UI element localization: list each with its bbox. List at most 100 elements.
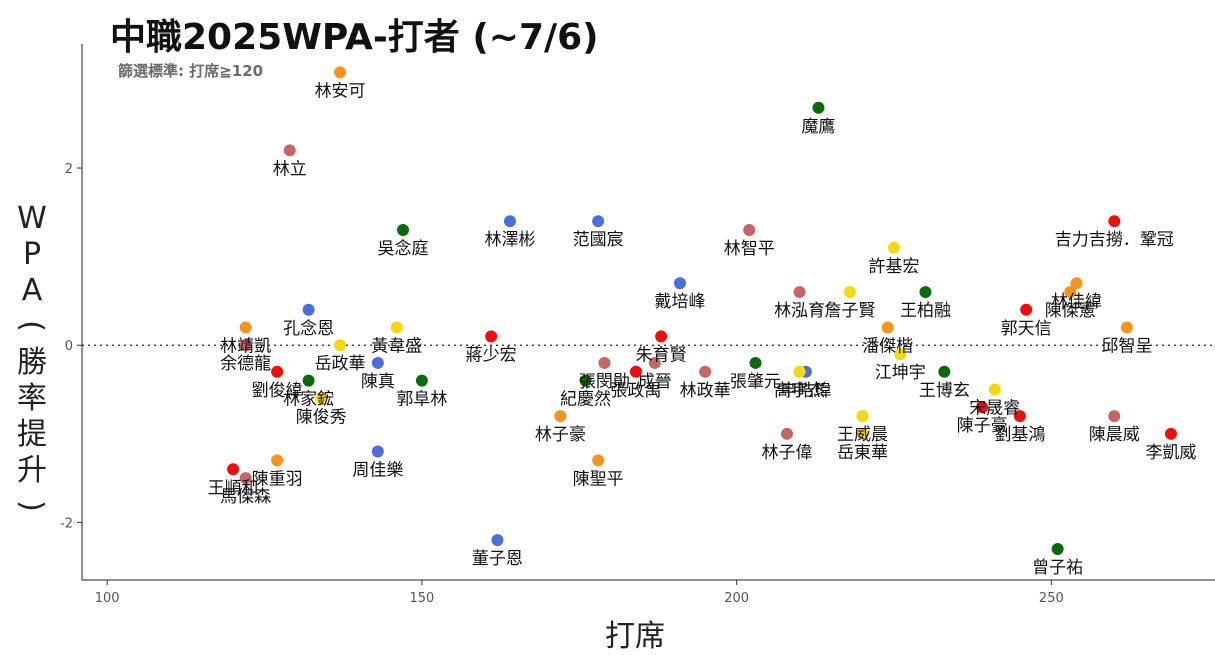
- data-point-label: 申皓瑋: [780, 381, 831, 401]
- data-point-label: 吉力吉撈．鞏冠: [1055, 230, 1174, 250]
- data-point: [491, 534, 504, 547]
- data-point-label: 王順和: [208, 478, 259, 498]
- data-point: [415, 374, 428, 387]
- y-axis-title-char: 勝: [17, 345, 47, 380]
- data-point-label: 許基宏: [868, 257, 919, 277]
- data-point: [592, 215, 605, 228]
- data-point-label: 宋晟睿: [969, 399, 1020, 419]
- y-tick-label: 2: [65, 162, 73, 177]
- data-point: [1164, 427, 1177, 440]
- data-point: [881, 321, 894, 334]
- data-point: [894, 348, 907, 361]
- data-point-label: 紀慶然: [560, 390, 611, 410]
- data-point-label: 黃韋盛: [371, 337, 422, 357]
- data-point-label: 范國宸: [573, 230, 624, 250]
- data-point: [1051, 542, 1064, 555]
- x-tick-label: 100: [95, 591, 120, 606]
- data-point: [887, 241, 900, 254]
- data-point-label: 陳俊秀: [296, 407, 347, 427]
- data-point: [554, 410, 567, 423]
- data-point-label: 高宇杰: [774, 381, 825, 401]
- data-point-label: 馬傑森: [220, 487, 271, 507]
- data-point: [1120, 321, 1133, 334]
- y-axis-title-char: 升: [17, 453, 47, 488]
- y-axis-title-char: 提: [17, 417, 47, 452]
- data-point-label: 林安可: [315, 81, 366, 101]
- data-point: [504, 215, 517, 228]
- x-tick-label: 150: [409, 591, 434, 606]
- data-point: [598, 356, 611, 369]
- chart-title: 中職2025WPA-打者 (~7/6): [110, 17, 599, 58]
- data-point: [302, 374, 315, 387]
- x-tick-label: 200: [724, 591, 749, 606]
- x-axis-title: 打席: [605, 619, 665, 654]
- data-point-label: 陳晨威: [1089, 425, 1140, 445]
- data-point: [239, 321, 252, 334]
- data-point-label: 林立: [273, 159, 307, 179]
- y-axis-title-char: P: [23, 237, 41, 272]
- data-point: [227, 463, 240, 476]
- data-point: [239, 472, 252, 485]
- y-tick-label: 0: [65, 339, 73, 354]
- data-point-label: 林子豪: [535, 424, 586, 445]
- y-axis-title-char: ): [14, 500, 49, 512]
- data-point: [938, 365, 951, 378]
- data-point: [673, 277, 686, 290]
- data-point-label: 郭天信: [1001, 319, 1052, 339]
- data-point-label: 戴培峰: [654, 292, 705, 312]
- data-point-label: 周佳樂: [352, 461, 403, 481]
- data-point-label: 郭阜林: [396, 390, 447, 410]
- y-axis-title-char: 率: [17, 381, 47, 416]
- data-point-label: 李凱威: [1145, 443, 1196, 463]
- data-point-label: 林靖凱: [220, 337, 271, 357]
- data-point: [812, 101, 825, 114]
- data-point-label: 陳子豪: [957, 415, 1008, 436]
- data-point: [1064, 286, 1077, 299]
- y-axis-title-char: W: [17, 201, 47, 236]
- data-point: [579, 374, 592, 387]
- data-point-label: 陳聖平: [573, 469, 624, 489]
- data-point-label: 張政禹: [610, 381, 661, 401]
- data-point: [743, 224, 756, 237]
- data-point-label: 劉俊緯: [252, 381, 303, 401]
- data-point: [976, 401, 989, 414]
- data-point: [302, 303, 315, 316]
- data-point: [1070, 277, 1083, 290]
- data-point: [648, 356, 661, 369]
- data-point: [283, 144, 296, 157]
- data-point-label: 張肇元: [730, 372, 781, 392]
- data-point-label: 蔣少宏: [466, 345, 517, 365]
- data-point: [397, 224, 410, 237]
- data-point: [592, 454, 605, 467]
- data-point-label: 陳真: [361, 372, 395, 392]
- data-point-label: 朱育賢: [636, 345, 687, 365]
- data-point: [1108, 410, 1121, 423]
- data-point-label: 孔念恩: [283, 318, 334, 339]
- data-point-label: 王博玄: [919, 381, 970, 401]
- data-point: [315, 392, 328, 405]
- data-point: [371, 445, 384, 458]
- data-point: [334, 66, 347, 79]
- data-point: [1108, 215, 1121, 228]
- data-point-label: 曾子祐: [1032, 558, 1083, 578]
- data-point-label: 岳東華: [837, 443, 888, 463]
- data-point-label: 林家鋐: [283, 390, 334, 410]
- data-point-label: 王柏融: [900, 301, 951, 321]
- data-point-label: 詹子賢: [824, 301, 875, 321]
- data-point-label: 林澤彬: [485, 230, 536, 250]
- data-point: [856, 427, 869, 440]
- data-point-label: 陳重羽: [252, 469, 303, 489]
- data-point-label: 吳念庭: [378, 238, 429, 259]
- data-point: [988, 383, 1001, 396]
- data-point: [780, 427, 793, 440]
- data-point-label: 魔鷹: [801, 116, 835, 137]
- chart-subtitle: 篩選標準: 打席≧120: [118, 62, 264, 80]
- data-point: [843, 286, 856, 299]
- data-point: [699, 365, 712, 378]
- y-tick-label: -2: [60, 516, 73, 531]
- data-point-label: 林佳緯: [1051, 292, 1102, 312]
- data-point-label: 張閔勛: [579, 372, 630, 392]
- data-point: [1020, 303, 1033, 316]
